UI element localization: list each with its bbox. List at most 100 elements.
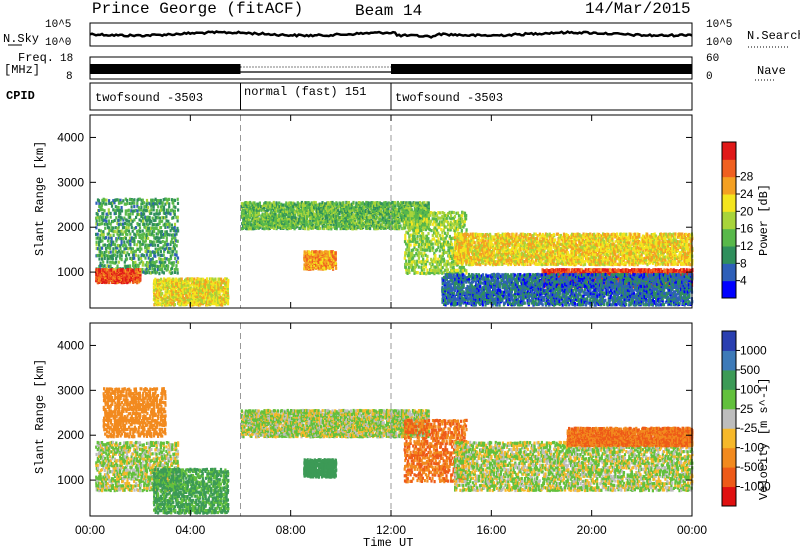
power-cell <box>406 262 409 266</box>
power-cell <box>107 236 110 240</box>
power-cell <box>281 211 284 215</box>
power-cell <box>120 206 123 210</box>
power-cell <box>403 220 406 224</box>
power-cell <box>437 211 440 215</box>
power-cell <box>212 282 215 286</box>
power-cell <box>172 246 175 250</box>
power-cell <box>431 268 434 272</box>
freq-band-2 <box>391 64 692 74</box>
power-cell <box>396 220 399 224</box>
power-cell <box>131 239 134 243</box>
power-cell <box>137 247 140 251</box>
power-cell <box>130 247 133 251</box>
power-cell <box>446 268 449 272</box>
power-cell <box>112 230 115 234</box>
power-cell <box>150 251 153 255</box>
power-cell <box>288 223 291 227</box>
power-cell <box>131 219 134 223</box>
power-cell <box>173 243 176 247</box>
power-cell <box>363 224 366 228</box>
power-cell <box>360 217 363 221</box>
power-cell <box>131 212 134 216</box>
power-cell <box>433 251 436 255</box>
power-cell <box>218 277 221 281</box>
power-cell <box>164 299 167 303</box>
power-cell <box>116 246 119 250</box>
power-cell <box>440 223 443 227</box>
power-cell <box>144 268 147 272</box>
power-cell <box>112 247 115 251</box>
power-cell <box>141 242 144 246</box>
power-cell <box>186 278 189 283</box>
power-cell <box>168 270 171 274</box>
power-cell <box>443 223 446 227</box>
power-cell <box>171 261 174 265</box>
freq-label-2: [MHz] <box>4 64 40 76</box>
power-cell <box>374 207 377 211</box>
power-cell <box>206 288 209 292</box>
power-cell <box>187 283 190 287</box>
power-cell <box>247 201 250 205</box>
power-cell <box>346 201 349 205</box>
power-cell <box>324 202 327 206</box>
power-cell <box>423 251 426 255</box>
power-cell <box>112 201 115 205</box>
power-cell <box>221 293 224 297</box>
power-cell <box>134 226 138 230</box>
power-cell <box>307 201 310 205</box>
power-cell <box>161 240 164 244</box>
power-cell <box>170 223 173 227</box>
power-cell <box>430 270 433 275</box>
power-cell <box>363 209 366 213</box>
power-cell <box>108 221 111 226</box>
power-cell <box>99 229 102 233</box>
power-cell <box>388 226 391 230</box>
power-cell <box>218 290 221 295</box>
power-cell <box>270 208 273 212</box>
power-cell <box>331 262 334 266</box>
power-cell <box>438 249 441 253</box>
power-cell <box>204 300 207 304</box>
power-cell <box>163 287 167 291</box>
power-cell <box>120 254 123 258</box>
power-cell <box>165 197 168 201</box>
power-cell <box>100 251 104 255</box>
power-cell <box>169 290 172 294</box>
power-cell <box>252 223 255 227</box>
power-cell <box>173 268 176 272</box>
power-cell <box>395 207 398 211</box>
power-cell <box>189 283 192 287</box>
power-cell <box>265 215 268 219</box>
power-cell <box>415 208 418 212</box>
power-cell <box>282 209 285 213</box>
power-cell <box>420 202 423 206</box>
power-cell <box>356 219 359 223</box>
power-cell <box>446 220 449 224</box>
power-cell <box>309 252 312 256</box>
power-cell <box>159 198 162 203</box>
power-cell <box>114 246 117 250</box>
power-cell <box>361 216 365 220</box>
power-cell <box>296 217 299 221</box>
power-cell <box>190 303 193 307</box>
power-cell <box>312 223 315 227</box>
power-cell <box>113 218 116 223</box>
power-cell <box>141 212 144 217</box>
power-cell <box>97 237 101 241</box>
power-cell <box>95 201 98 205</box>
power-cell <box>346 222 350 226</box>
power-cell <box>395 223 398 227</box>
power-cell <box>407 201 410 205</box>
power-cell <box>289 201 292 205</box>
power-cell <box>434 260 437 264</box>
power-cell <box>151 216 154 220</box>
power-cell <box>141 201 144 205</box>
power-cell <box>138 212 141 217</box>
power-cell <box>154 299 157 303</box>
power-cell <box>422 211 425 215</box>
power-cell <box>274 214 277 219</box>
power-cell <box>197 293 200 297</box>
power-cell <box>274 218 277 222</box>
power-cell <box>163 277 166 281</box>
power-cell <box>445 265 448 269</box>
